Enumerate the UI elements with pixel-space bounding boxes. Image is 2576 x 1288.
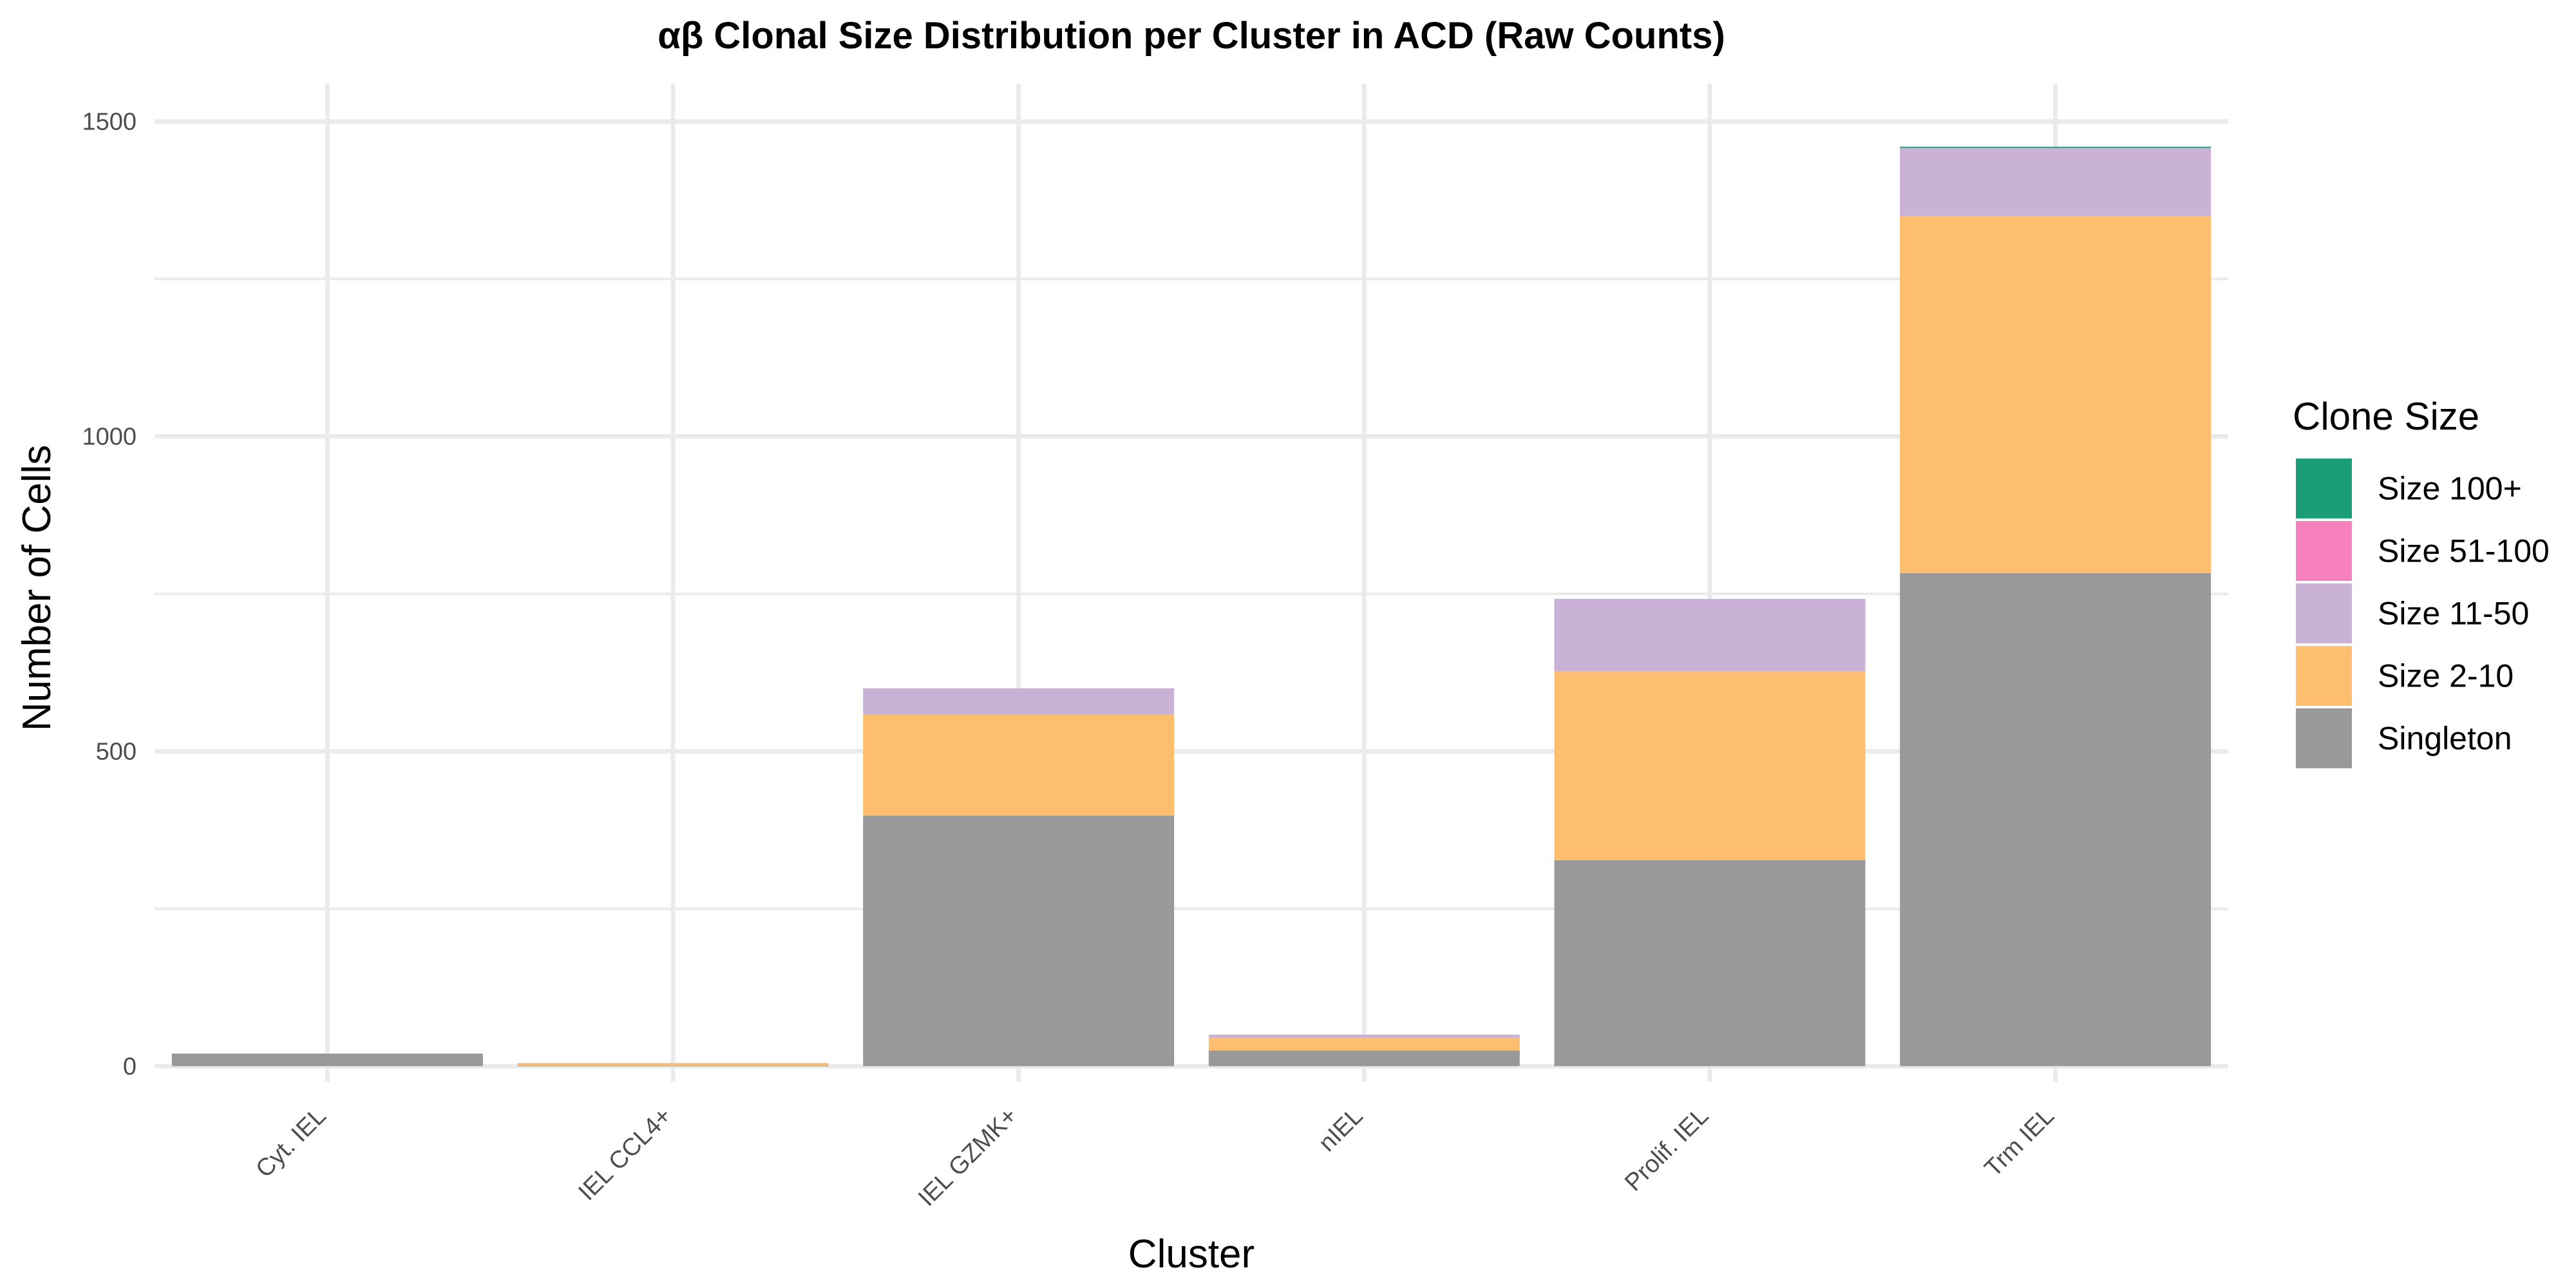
legend-label-size-11-50: Size 11-50 [2378, 596, 2529, 632]
bar-segment-size-11-50 [1208, 1034, 1520, 1038]
x-tick-label: IEL CCL4+ [573, 1103, 677, 1206]
bar-segment-size-11-50 [863, 688, 1175, 715]
y-tick-labels: 0 500 1000 1500 [82, 109, 137, 1081]
x-tick-labels: Cyt. IEL IEL CCL4+ IEL GZMK+ nIEL Prolif. IE… [251, 1103, 2060, 1212]
x-tick-label: IEL GZMK+ [913, 1103, 1023, 1212]
x-tick-label: Cyt. IEL [251, 1103, 331, 1183]
bar-segment-size-100- [1900, 146, 2211, 148]
y-tick-label: 0 [123, 1054, 137, 1081]
y-tick-label: 1500 [82, 109, 137, 136]
x-tick-label: Prolif. IEL [1620, 1103, 1714, 1197]
chart-title: αβ Clonal Size Distribution per Cluster … [658, 15, 1725, 57]
bar-segment-singleton [1554, 860, 1866, 1066]
legend-label-size-51-100: Size 51-100 [2378, 533, 2550, 569]
legend-label-size-100-: Size 100+ [2378, 471, 2522, 507]
legend-title: Clone Size [2293, 395, 2479, 438]
x-tick-label: Trm IEL [1980, 1103, 2060, 1182]
x-axis-title: Cluster [1128, 1232, 1255, 1276]
legend: Clone Size Size 100+ Size 51-100 Size 11-5… [2293, 395, 2550, 768]
legend-label-singleton: Singleton [2378, 721, 2512, 757]
bar-segment-singleton [171, 1053, 483, 1066]
bar-segment-singleton [863, 815, 1175, 1066]
bar-segment-size-2-10 [517, 1063, 829, 1066]
y-tick-label: 1000 [82, 424, 137, 451]
x-tick-label: nIEL [1314, 1103, 1368, 1157]
legend-key-size-11-50 [2296, 583, 2352, 643]
legend-key-size-51-100 [2296, 521, 2352, 581]
y-axis-title: Number of Cells [15, 445, 59, 731]
bar-segment-size-11-50 [1900, 147, 2211, 216]
bar-segment-singleton [1900, 573, 2211, 1066]
bar-layer [171, 146, 2211, 1066]
bar-segment-size-2-10 [1208, 1037, 1520, 1051]
bar-segment-size-2-10 [863, 714, 1175, 816]
legend-key-size-100- [2296, 459, 2352, 518]
bar-segment-size-2-10 [1900, 216, 2211, 573]
bar-segment-size-2-10 [1554, 671, 1866, 860]
bar-segment-size-11-50 [1554, 598, 1866, 672]
legend-key-singleton [2296, 708, 2352, 768]
bar-segment-singleton [1208, 1050, 1520, 1066]
y-tick-label: 500 [96, 739, 137, 766]
legend-label-size-2-10: Size 2-10 [2378, 658, 2514, 694]
legend-key-size-2-10 [2296, 646, 2352, 706]
